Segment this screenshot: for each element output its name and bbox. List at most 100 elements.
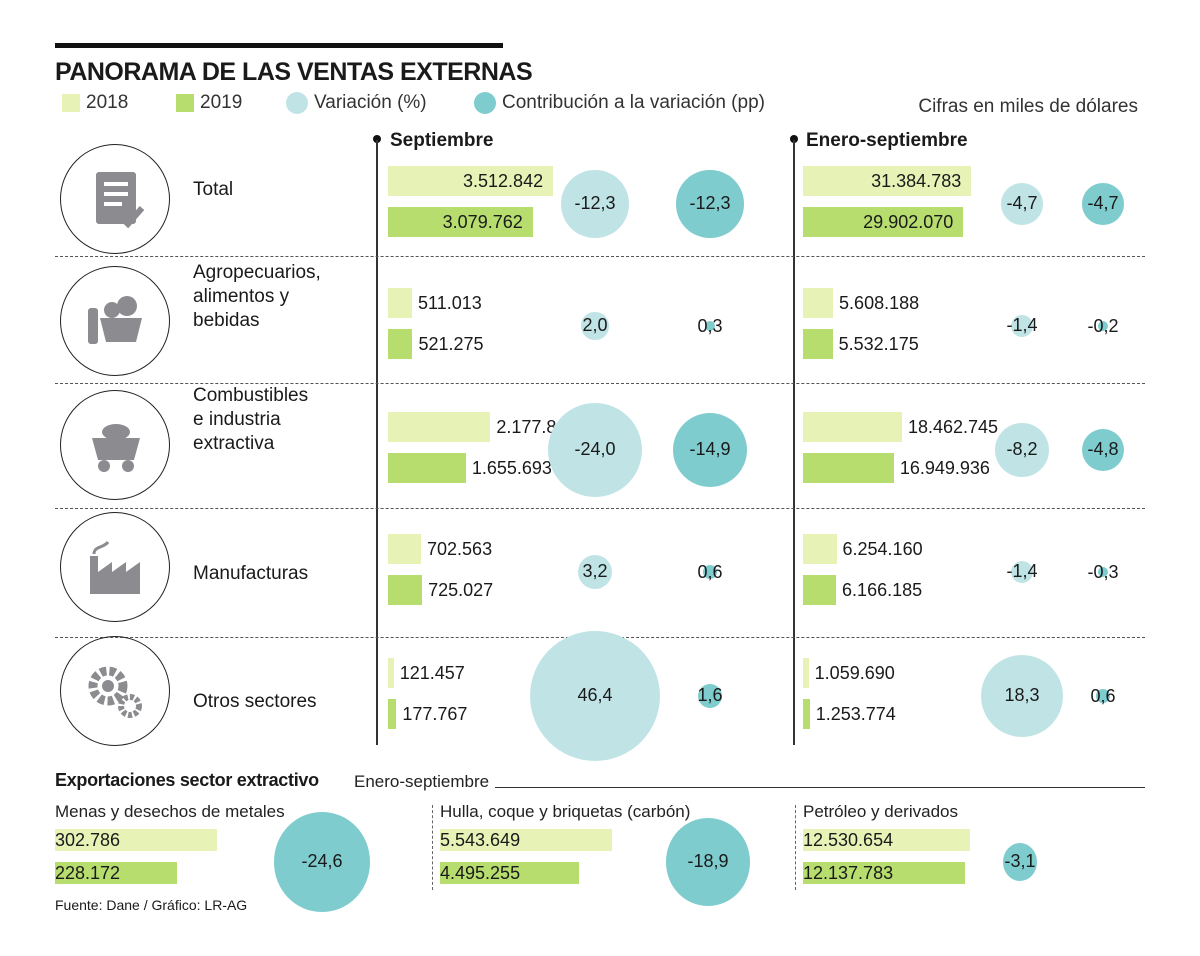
checklist-icon [96,172,145,229]
value-y2019: 16.949.936 [899,458,990,478]
top-rule [55,43,503,48]
value-y2018: 3.512.842 [463,171,544,191]
extractive-title: Exportaciones sector extractivo [55,770,319,790]
extractive-period: Enero-septiembre [354,772,490,791]
factory-icon [90,541,140,594]
row-label: Otros sectores [193,691,317,712]
bubble-variation: 18,3 [980,654,1064,738]
bubble-contribution: -3,1 [1003,843,1037,881]
row-divider [55,383,1145,384]
legend-label: Variación (%) [314,92,427,113]
value-y2018: 18.462.745 [907,417,999,437]
legend-2018: 2018 [62,92,128,114]
legend-2019: 2019 [176,92,242,114]
extractive-item-name: Menas y desechos de metales [55,802,285,821]
bubble-contribution: 0,3 [697,315,723,336]
extractive-rule [495,787,1145,788]
value-y2019: 12.137.783 [803,863,894,883]
bubble-variation: -24,0 [547,402,643,498]
value-y2018: 702.563 [427,539,493,559]
extractive-divider [432,805,433,890]
column-marker [373,135,381,143]
bar-y2018 [803,829,970,851]
bar-y2019-enero_septiembre [803,329,833,359]
value-y2018: 1.059.690 [814,663,895,683]
bar-y2018-septiembre [388,166,554,196]
bubble-contribution: -4,7 [1082,183,1124,225]
column-marker [790,135,798,143]
column-axis [793,140,795,745]
extractive-divider [795,805,796,890]
bubble-contribution: 0,6 [697,561,723,582]
row-icon-circle [60,144,170,254]
bar-y2018-enero_septiembre [803,534,837,564]
column-header-enero-septiembre: Enero-septiembre [806,130,968,151]
legend-swatch-2018 [62,94,80,112]
bubble-contribution: -4,8 [1081,428,1125,472]
legend-swatch-2019 [176,94,194,112]
value-y2018: 6.254.160 [842,539,923,559]
value-y2019: 6.166.185 [842,580,923,600]
legend-contribution: Contribución a la variación (pp) [474,92,765,114]
bubble-variation: -1,4 [1006,560,1038,584]
bar-y2019-septiembre [388,329,413,359]
bubble-variation: -8,2 [994,422,1050,478]
bar-y2019-enero_septiembre [803,453,894,483]
bar-y2018-enero_septiembre [803,412,902,442]
bar-y2019-septiembre [388,453,466,483]
legend-variation: Variación (%) [286,92,427,114]
bar-y2018 [440,829,612,851]
row-icon-circle [60,636,170,746]
value-y2019: 3.079.762 [442,212,523,232]
row-divider [55,508,1145,509]
value-y2018: 121.457 [399,663,465,683]
bubble-variation: -4,7 [1001,183,1043,225]
bar-y2018 [55,829,217,851]
extractive-item-name: Petróleo y derivados [803,802,958,821]
food-basket-icon [88,296,142,344]
bar-y2019-enero_septiembre [803,207,964,237]
mine-cart-icon [92,424,140,472]
value-y2019: 177.767 [402,704,468,724]
row-label: Total [193,179,234,200]
bubble-contribution: 1,6 [697,683,723,709]
extractive-item-name: Hulla, coque y briquetas (carbón) [440,802,691,821]
bar-y2019-enero_septiembre [803,699,810,729]
bar-y2018-enero_septiembre [803,166,972,196]
bubble-variation: 46,4 [529,630,661,762]
legend-label: 2018 [86,92,129,113]
bubble-variation: -12,3 [561,170,629,238]
gears-icon [88,666,142,718]
value-y2019: 4.495.255 [440,863,521,883]
value-y2018: 302.786 [55,830,121,850]
row-icon-circle [60,390,170,500]
value-y2019: 29.902.070 [863,212,954,232]
value-y2018: 5.608.188 [839,293,920,313]
chart-title: PANORAMA DE LAS VENTAS EXTERNAS [55,58,533,86]
bubble-contribution: -14,9 [672,412,748,488]
column-header-septiembre: Septiembre [390,130,494,151]
legend-swatch-variation [286,92,308,114]
value-y2018: 511.013 [418,293,482,313]
source-note: Fuente: Dane / Gráfico: LR-AG [55,897,248,913]
bubble-contribution: 0,6 [1090,685,1116,706]
value-y2019: 1.655.693 [471,458,552,478]
bar-y2018-enero_septiembre [803,658,809,688]
bar-y2019 [803,862,965,884]
column-axis [376,140,378,745]
units-note: Cifras en miles de dólares [918,96,1138,117]
value-y2019: 725.027 [428,580,494,600]
bubble-variation: 2,0 [581,312,609,340]
bubble-contribution: -24,6 [274,812,370,912]
value-y2019: 5.532.175 [838,334,919,354]
row-divider [55,256,1145,257]
bar-y2019 [440,862,580,884]
bar-y2018-septiembre [388,658,394,688]
bar-y2018-septiembre [388,288,413,318]
value-y2019: 521.275 [418,334,484,354]
bar-y2019-septiembre [388,207,533,237]
row-label: Manufacturas [193,563,309,584]
value-y2018: 12.530.654 [803,830,894,850]
value-y2018: 31.384.783 [871,171,962,191]
